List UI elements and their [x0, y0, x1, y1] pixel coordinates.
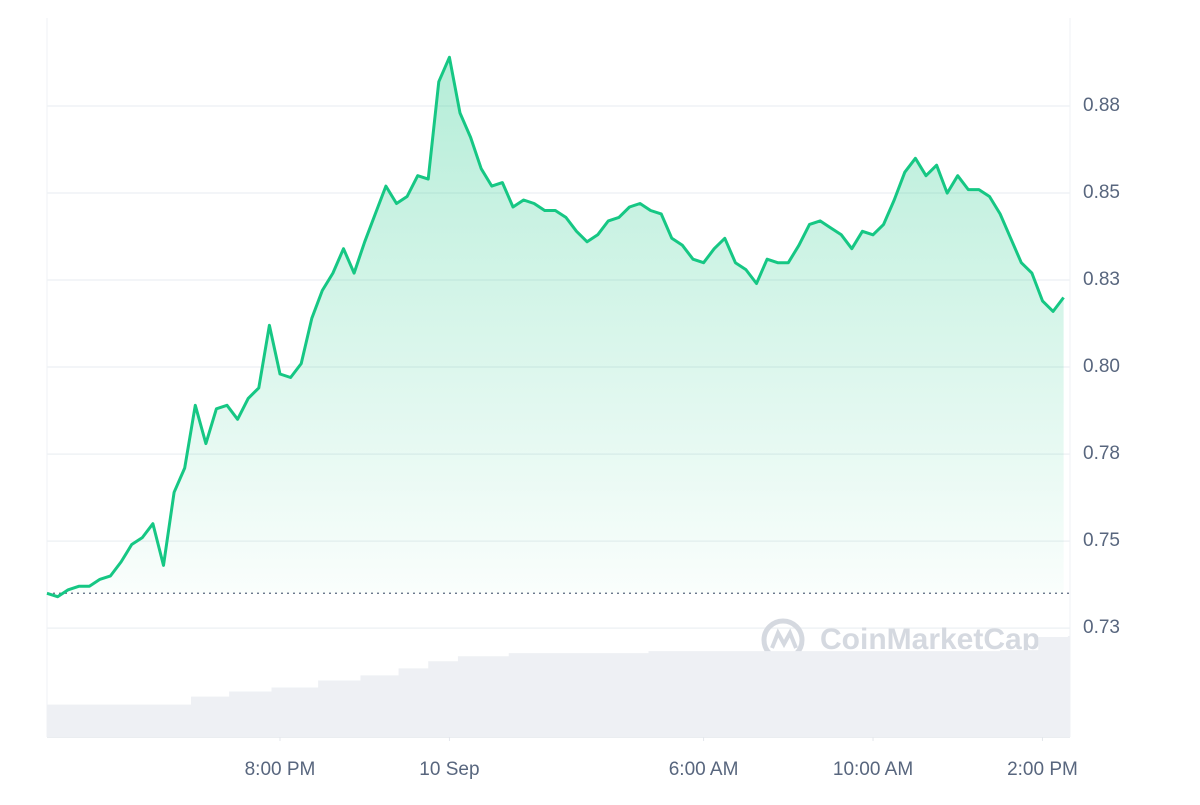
y-tick-label: 0.80	[1083, 356, 1120, 377]
x-tick-label: 10 Sep	[419, 759, 479, 780]
y-tick-label: 0.88	[1083, 95, 1120, 116]
y-tick-label: 0.73	[1083, 617, 1120, 638]
x-tick-label: 8:00 PM	[245, 759, 316, 780]
y-tick-label: 0.78	[1083, 443, 1120, 464]
x-tick-label: 6:00 AM	[669, 759, 739, 780]
y-tick-label: 0.83	[1083, 269, 1120, 290]
x-tick-label: 10:00 AM	[833, 759, 913, 780]
volume-area	[47, 636, 1070, 737]
y-tick-label: 0.85	[1083, 182, 1120, 203]
y-tick-label: 0.75	[1083, 530, 1120, 551]
line-area	[47, 57, 1064, 597]
x-tick-label: 2:00 PM	[1007, 759, 1078, 780]
watermark-logo-mark	[770, 628, 798, 649]
price-line	[46, 55, 1065, 599]
